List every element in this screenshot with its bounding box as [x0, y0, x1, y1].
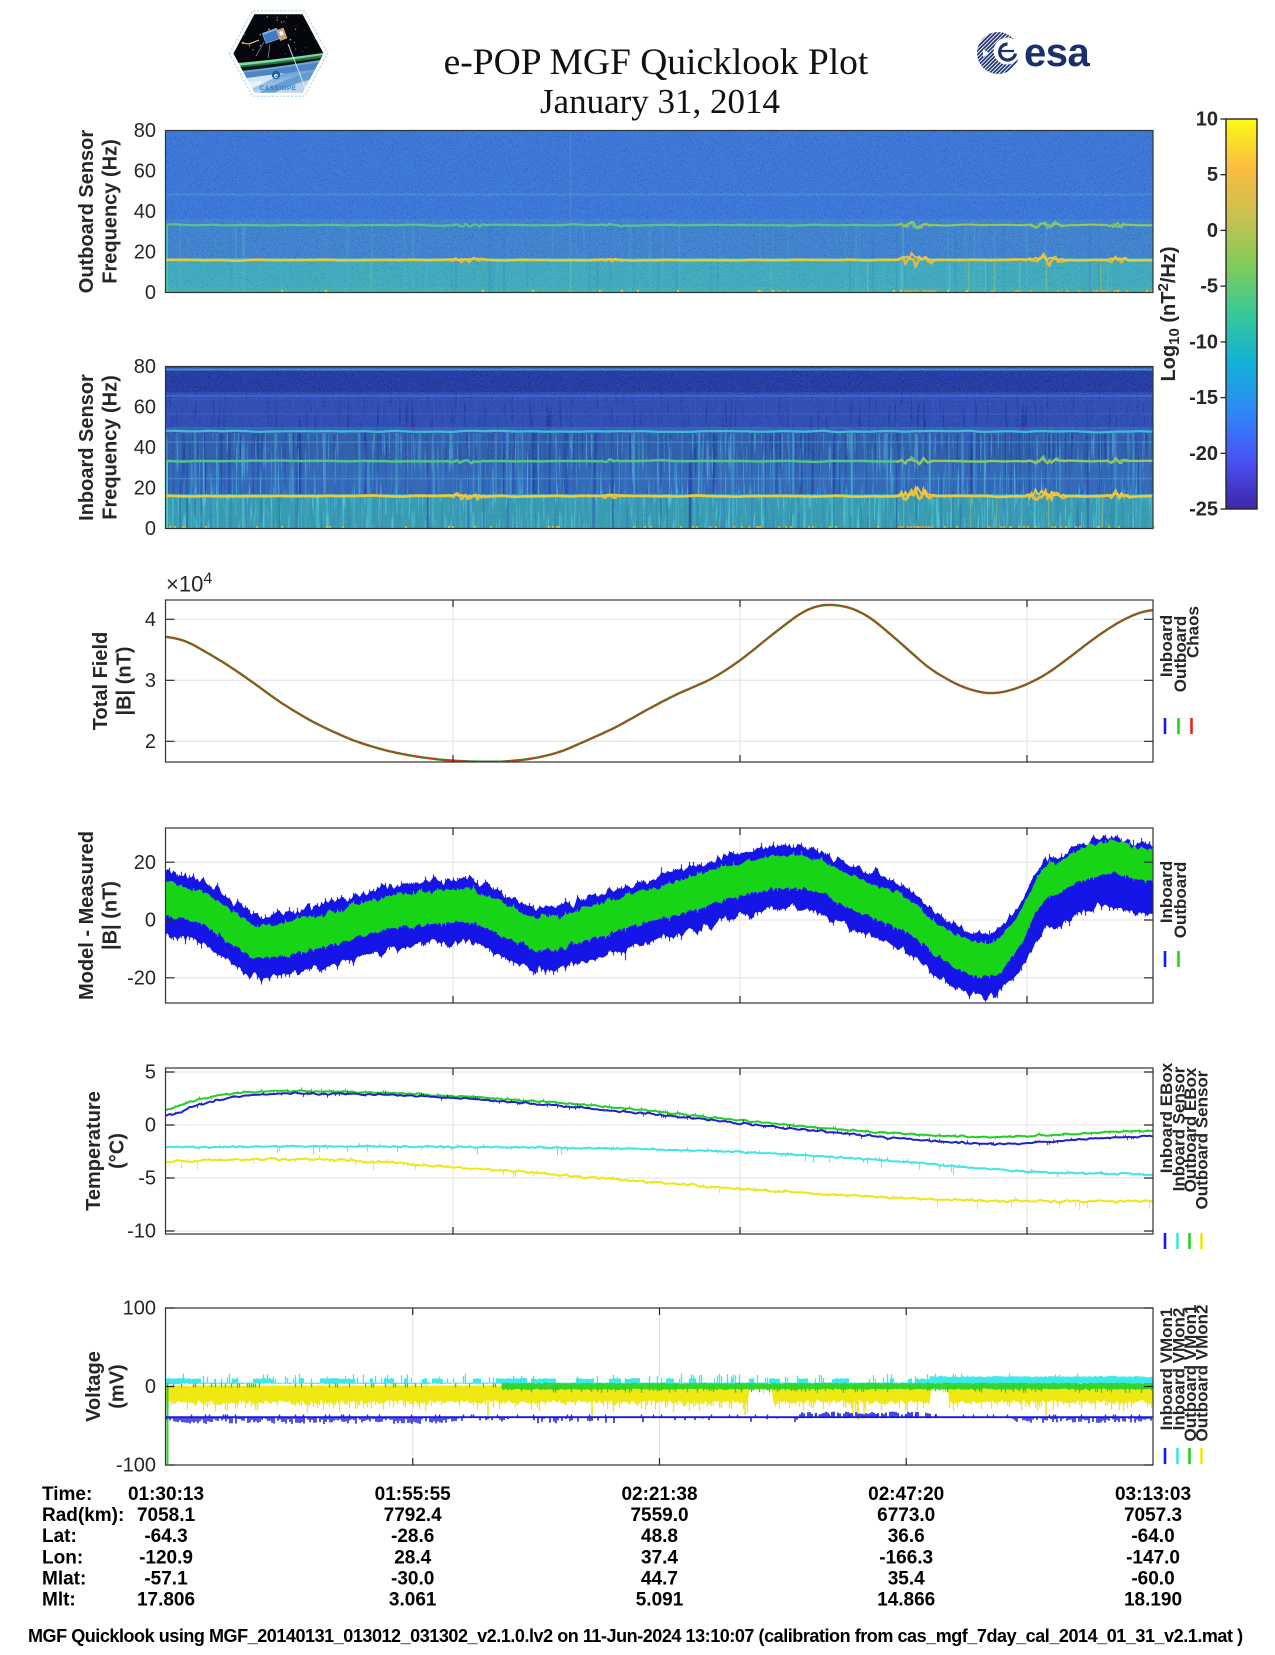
svg-text:|B| (nT): |B| (nT) — [100, 881, 122, 950]
svg-text:20: 20 — [134, 852, 156, 874]
svg-text:Inboard EBox: Inboard EBox — [1157, 1062, 1176, 1173]
svg-text:|B| (nT): |B| (nT) — [114, 647, 136, 716]
svg-text:-147.0: -147.0 — [1126, 1547, 1180, 1568]
svg-text:Outboard Sensor: Outboard Sensor — [1193, 1070, 1212, 1209]
svg-text:Frequency (Hz): Frequency (Hz) — [100, 375, 122, 519]
svg-text:Inboard: Inboard — [1157, 861, 1176, 923]
svg-text:7058.1: 7058.1 — [137, 1505, 196, 1526]
svg-text:Outboard: Outboard — [1171, 616, 1190, 693]
svg-text:28.4: 28.4 — [394, 1547, 431, 1568]
svg-text:Outboard VMon1: Outboard VMon1 — [1181, 1305, 1200, 1442]
svg-text:-5: -5 — [1200, 276, 1218, 298]
svg-text:Log10 (nT2/Hz): Log10 (nT2/Hz) — [1155, 246, 1183, 381]
svg-text:0: 0 — [1207, 220, 1218, 242]
svg-text:20: 20 — [134, 478, 156, 500]
svg-text:7559.0: 7559.0 — [630, 1505, 688, 1526]
svg-text:03:13:03: 03:13:03 — [1115, 1484, 1191, 1505]
svg-text:(mV): (mV) — [107, 1364, 129, 1408]
svg-text:Inboard VMon2: Inboard VMon2 — [1170, 1308, 1189, 1431]
svg-text:5.091: 5.091 — [636, 1590, 684, 1611]
svg-text:Inboard Sensor: Inboard Sensor — [1170, 1066, 1189, 1191]
svg-text:48.8: 48.8 — [641, 1526, 678, 1547]
svg-text:-10: -10 — [1189, 331, 1218, 353]
svg-text:14.866: 14.866 — [877, 1590, 935, 1611]
svg-text:01:55:55: 01:55:55 — [375, 1484, 451, 1505]
svg-text:Inboard Sensor: Inboard Sensor — [76, 374, 98, 521]
svg-text:35.4: 35.4 — [888, 1568, 925, 1589]
svg-text:-20: -20 — [1189, 443, 1218, 465]
svg-text:-60.0: -60.0 — [1131, 1568, 1174, 1589]
svg-text:80: 80 — [134, 120, 156, 142]
svg-text:CASSIOPE: CASSIOPE — [259, 85, 296, 92]
svg-text:-5: -5 — [138, 1168, 156, 1190]
svg-text:3.061: 3.061 — [389, 1590, 437, 1611]
svg-text:January 31, 2014: January 31, 2014 — [540, 82, 780, 121]
svg-text:Rad(km):: Rad(km): — [42, 1505, 124, 1526]
svg-text:MGF Quicklook using MGF_201401: MGF Quicklook using MGF_20140131_013012_… — [28, 1626, 1243, 1646]
svg-text:Frequency (Hz): Frequency (Hz) — [100, 139, 122, 283]
svg-text:Outboard EBox: Outboard EBox — [1181, 1067, 1200, 1192]
svg-text:80: 80 — [134, 356, 156, 378]
svg-text:36.6: 36.6 — [888, 1526, 925, 1547]
svg-text:Chaos: Chaos — [1184, 606, 1203, 658]
svg-text:37.4: 37.4 — [641, 1547, 678, 1568]
svg-text:-30.0: -30.0 — [391, 1568, 434, 1589]
svg-text:60: 60 — [134, 397, 156, 419]
svg-text:40: 40 — [134, 437, 156, 459]
svg-text:100: 100 — [123, 1298, 156, 1320]
svg-text:Voltage: Voltage — [83, 1351, 105, 1422]
svg-text:e-POP MGF Quicklook Plot: e-POP MGF Quicklook Plot — [444, 42, 869, 83]
svg-text:Inboard VMon1: Inboard VMon1 — [1157, 1308, 1176, 1431]
svg-text:Temperature: Temperature — [83, 1091, 105, 1211]
svg-text:Outboard: Outboard — [1171, 862, 1190, 939]
svg-text:0: 0 — [145, 1376, 156, 1398]
svg-text:5: 5 — [1207, 164, 1218, 186]
svg-text:0: 0 — [145, 282, 156, 304]
svg-text:10: 10 — [1196, 109, 1218, 131]
svg-text:-25: -25 — [1189, 499, 1218, 521]
svg-text:02:21:38: 02:21:38 — [621, 1484, 697, 1505]
svg-text:60: 60 — [134, 161, 156, 183]
svg-text:Outboard VMon2: Outboard VMon2 — [1193, 1305, 1212, 1442]
svg-text:Lon:: Lon: — [42, 1547, 83, 1568]
svg-text:20: 20 — [134, 242, 156, 264]
svg-text:2: 2 — [145, 731, 156, 753]
svg-text:Total Field: Total Field — [90, 632, 112, 731]
svg-text:Mlt:: Mlt: — [42, 1590, 76, 1611]
svg-text:Model - Measured: Model - Measured — [76, 831, 98, 1000]
svg-text:3: 3 — [145, 670, 156, 692]
svg-text:Lat:: Lat: — [42, 1526, 77, 1547]
svg-text:-120.9: -120.9 — [139, 1547, 193, 1568]
svg-text:Inboard: Inboard — [1157, 615, 1176, 677]
svg-text:7792.4: 7792.4 — [384, 1505, 443, 1526]
svg-text:Mlat:: Mlat: — [42, 1568, 86, 1589]
svg-text:7057.3: 7057.3 — [1124, 1505, 1182, 1526]
svg-text:18.190: 18.190 — [1124, 1590, 1182, 1611]
svg-text:0: 0 — [145, 1115, 156, 1137]
svg-text:0: 0 — [145, 910, 156, 932]
svg-text:-28.6: -28.6 — [391, 1526, 434, 1547]
svg-text:44.7: 44.7 — [641, 1568, 678, 1589]
svg-text:-20: -20 — [127, 967, 156, 989]
svg-text:-166.3: -166.3 — [879, 1547, 933, 1568]
svg-text:0: 0 — [145, 518, 156, 540]
svg-text:5: 5 — [145, 1062, 156, 1084]
svg-text:02:47:20: 02:47:20 — [868, 1484, 944, 1505]
svg-text:40: 40 — [134, 201, 156, 223]
svg-text:(°C): (°C) — [107, 1133, 129, 1169]
svg-text:-64.3: -64.3 — [144, 1526, 187, 1547]
svg-text:-57.1: -57.1 — [144, 1568, 188, 1589]
svg-text:01:30:13: 01:30:13 — [128, 1484, 204, 1505]
svg-text:-100: -100 — [116, 1455, 156, 1477]
svg-text:-64.0: -64.0 — [1131, 1526, 1174, 1547]
svg-text:e: e — [274, 71, 278, 80]
svg-text:-15: -15 — [1189, 387, 1218, 409]
svg-text:4: 4 — [145, 609, 156, 631]
svg-text:esa: esa — [1024, 31, 1090, 75]
svg-text:-10: -10 — [127, 1221, 156, 1243]
svg-text:Time:: Time: — [42, 1484, 92, 1505]
svg-text:6773.0: 6773.0 — [877, 1505, 935, 1526]
svg-text:Outboard Sensor: Outboard Sensor — [76, 130, 98, 294]
svg-text:17.806: 17.806 — [137, 1590, 195, 1611]
